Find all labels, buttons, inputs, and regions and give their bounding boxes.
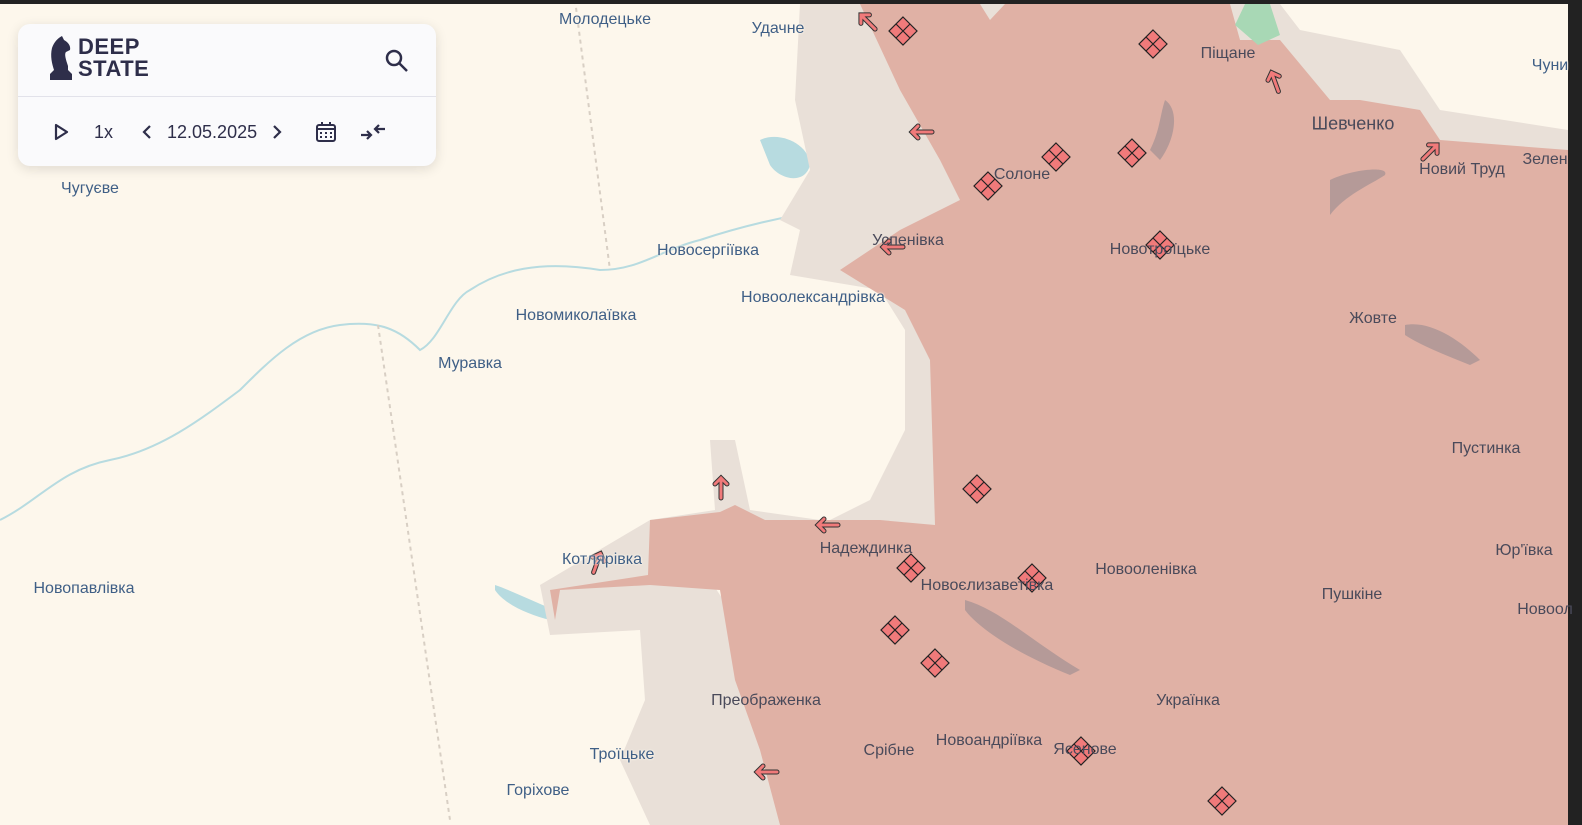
logo-line2: STATE — [78, 56, 150, 81]
road — [377, 0, 611, 821]
lake — [760, 136, 810, 179]
clash-marker-icon[interactable] — [1066, 736, 1096, 766]
place-label[interactable]: Новоолeнівка — [1095, 561, 1197, 578]
place-label[interactable]: Муравка — [438, 355, 502, 372]
lake — [1330, 169, 1386, 215]
place-label[interactable]: Новопавлівка — [33, 580, 135, 597]
place-label[interactable]: Молодецьке — [559, 11, 651, 28]
place-label[interactable]: Новотроїцьке — [1109, 241, 1211, 258]
place-label[interactable]: Українка — [1156, 692, 1220, 709]
clash-marker-icon[interactable] — [1117, 138, 1147, 168]
place-label[interactable]: Новий Труд — [1419, 161, 1505, 178]
deepstate-logo[interactable]: DEEP STATE — [46, 36, 149, 80]
place-label[interactable]: Новосергіївка — [656, 242, 760, 259]
clash-marker-icon[interactable] — [880, 615, 910, 645]
place-label[interactable]: Шевченко — [1311, 113, 1395, 134]
forest — [1235, 4, 1280, 45]
attack-arrow-icon — [858, 12, 878, 32]
knight-logo-icon — [50, 36, 72, 80]
date-display[interactable]: 12.05.2025 — [167, 121, 258, 142]
place-label[interactable]: Новоолександрівка — [741, 289, 885, 306]
occupied-territory — [550, 4, 1568, 825]
place-label[interactable]: Срібне — [863, 742, 915, 759]
chevron-left-icon — [142, 125, 151, 139]
lake — [1150, 100, 1175, 160]
place-label[interactable]: Котлярівка — [561, 551, 643, 568]
clash-marker-icon[interactable] — [1041, 142, 1071, 172]
attack-arrow-icon — [1265, 69, 1282, 94]
attack-arrow-icon — [1420, 142, 1440, 162]
calendar-icon — [316, 122, 337, 142]
place-label[interactable]: Чуни — [1531, 57, 1569, 74]
collapse-button[interactable] — [359, 121, 387, 143]
place-label[interactable]: Горіхове — [506, 782, 570, 799]
place-label[interactable]: Успенівка — [872, 232, 944, 249]
previous-date-button[interactable] — [141, 124, 153, 140]
lake — [495, 585, 555, 620]
place-label[interactable]: Піщане — [1200, 45, 1256, 62]
clash-marker-icon[interactable] — [896, 553, 926, 583]
place-label[interactable]: Пушкіне — [1321, 586, 1383, 603]
search-icon[interactable] — [384, 48, 410, 74]
attack-arrow-icon — [879, 238, 906, 256]
place-label[interactable]: Зелен — [1522, 151, 1568, 168]
place-label[interactable]: Ясенове — [1053, 741, 1117, 758]
place-label[interactable]: Новоол — [1517, 601, 1573, 618]
attack-arrow-icon — [712, 474, 730, 501]
calendar-button[interactable] — [315, 121, 337, 143]
window-top-bar — [0, 0, 1582, 4]
play-button[interactable] — [52, 123, 70, 141]
place-label[interactable]: Новоєлизаветівка — [920, 577, 1054, 594]
window-right-edge — [1568, 0, 1582, 825]
speed-button[interactable]: 1x — [94, 121, 114, 142]
clash-marker-icon[interactable] — [920, 648, 950, 678]
place-label[interactable]: Надеждинка — [819, 540, 913, 557]
control-panel: DEEP STATE 1x 12.05.2025 — [18, 24, 436, 166]
clash-marker-icon[interactable] — [962, 474, 992, 504]
place-label[interactable]: Преображенка — [711, 692, 821, 709]
place-label[interactable]: Юр'ївка — [1495, 542, 1553, 559]
clash-marker-icon[interactable] — [1207, 786, 1237, 816]
attack-arrow-icon — [814, 516, 841, 534]
play-icon — [54, 123, 69, 141]
clash-marker-icon[interactable] — [973, 171, 1003, 201]
place-label[interactable]: Чугуєве — [61, 180, 119, 197]
next-date-button[interactable] — [271, 124, 283, 140]
place-label[interactable]: Троїцьке — [589, 746, 655, 763]
place-label[interactable]: Пустинка — [1451, 440, 1521, 457]
lake — [965, 600, 1080, 675]
attack-arrow-icon — [753, 763, 780, 781]
clash-marker-icon[interactable] — [1017, 563, 1047, 593]
logo-line1: DEEP — [78, 34, 140, 59]
attack-arrow-icon — [590, 550, 607, 575]
clash-marker-icon[interactable] — [888, 16, 918, 46]
place-label[interactable]: Солоне — [993, 166, 1051, 183]
lake — [1405, 324, 1480, 365]
place-label[interactable]: Новоандріївка — [935, 732, 1043, 749]
clash-marker-icon[interactable] — [1145, 230, 1175, 260]
place-label[interactable]: Удачне — [751, 20, 805, 37]
place-label[interactable]: Жовте — [1349, 310, 1397, 327]
place-label[interactable]: Новомиколаївка — [515, 307, 637, 324]
attack-arrow-icon — [908, 123, 935, 141]
clash-marker-icon[interactable] — [1138, 29, 1168, 59]
collapse-icon — [361, 124, 386, 140]
chevron-right-icon — [273, 125, 282, 139]
